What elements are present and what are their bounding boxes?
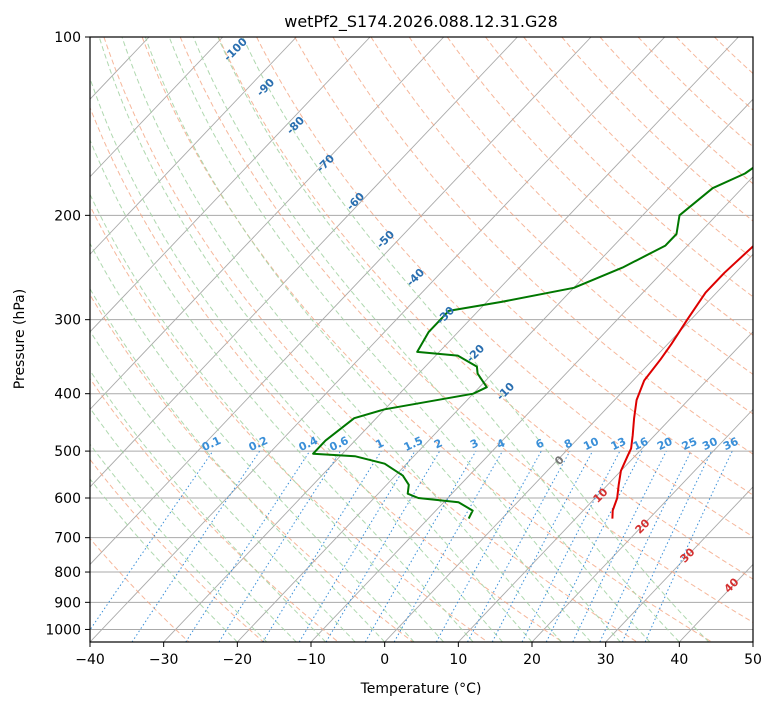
moist-adiabat-line bbox=[90, 76, 503, 642]
isotherm-line bbox=[90, 37, 224, 178]
moist-adiabat-line bbox=[90, 443, 268, 642]
moist-adiabat-line bbox=[90, 369, 327, 642]
mixing-ratio-line bbox=[262, 450, 382, 642]
y-tick-label: 800 bbox=[54, 565, 81, 581]
plot-frame bbox=[89, 36, 754, 643]
isotherm-line bbox=[90, 37, 666, 642]
x-tick-label: 10 bbox=[449, 652, 467, 668]
dry-adiabat-line bbox=[294, 37, 753, 496]
mixing-ratio-line bbox=[185, 450, 311, 642]
dry-adiabat-line bbox=[446, 37, 753, 336]
dry-adiabat-line bbox=[408, 37, 753, 375]
y-tick-label: 200 bbox=[54, 208, 81, 224]
x-tick-label: 20 bbox=[523, 652, 541, 668]
mixing-ratio-line bbox=[218, 450, 341, 642]
plot-area bbox=[90, 37, 753, 642]
moist-adiabat-line bbox=[192, 37, 651, 642]
x-tick-label: −20 bbox=[223, 652, 253, 668]
mixing-ratio-label: 10 bbox=[581, 435, 601, 453]
mixing-ratio-line bbox=[435, 450, 542, 642]
isotherm-line bbox=[384, 253, 753, 642]
mixing-ratio-label: 25 bbox=[680, 435, 699, 453]
axis-ticks: −40 −30 −20 −10 0 10 20 30 40 50 100 200 300 400 500 60… bbox=[45, 30, 762, 668]
isotherm-line bbox=[458, 331, 753, 642]
moist-adiabat-line bbox=[90, 329, 356, 642]
x-tick-label: −40 bbox=[75, 652, 105, 668]
y-tick-label: 400 bbox=[54, 387, 81, 403]
x-axis-label: Temperature (°C) bbox=[360, 681, 482, 697]
isotherm-line bbox=[163, 37, 739, 642]
moist-adiabat-line bbox=[90, 242, 415, 642]
moist-adiabat-line bbox=[168, 37, 621, 642]
mixing-ratio-line bbox=[131, 450, 261, 642]
mixing-ratio-line bbox=[90, 450, 214, 631]
dry-adiabat-line bbox=[332, 37, 753, 455]
dry-adiabat-line bbox=[90, 106, 563, 642]
mixing-ratio-line bbox=[298, 450, 416, 642]
y-tick-label: 600 bbox=[54, 491, 81, 507]
x-tick-label: 50 bbox=[744, 652, 762, 668]
moist-adiabat-line bbox=[98, 37, 533, 642]
mixing-ratio-line bbox=[644, 450, 733, 642]
isotherm-line bbox=[237, 98, 753, 642]
x-tick-label: 30 bbox=[597, 652, 615, 668]
mixing-ratio-line bbox=[467, 450, 571, 642]
isotherm-line bbox=[531, 408, 753, 642]
dry-adiabat-line bbox=[370, 37, 753, 415]
x-tick-label: −30 bbox=[149, 652, 179, 668]
background-lines bbox=[90, 37, 753, 642]
temperature-line bbox=[611, 244, 753, 519]
y-tick-label: 900 bbox=[54, 595, 81, 611]
mixing-ratio-line bbox=[545, 450, 643, 642]
dewpoint-line bbox=[312, 166, 753, 520]
mixing-ratio-label: 20 bbox=[655, 435, 675, 453]
dry-adiabat-line bbox=[217, 37, 753, 580]
moist-adiabat-line bbox=[144, 37, 592, 642]
y-tick-label: 500 bbox=[54, 444, 81, 460]
mixing-ratio-label: 36 bbox=[721, 435, 741, 453]
moist-adiabat-line bbox=[90, 138, 474, 642]
dry-adiabat-line bbox=[90, 293, 414, 642]
moist-adiabat-line bbox=[121, 37, 562, 642]
dry-adiabat-line bbox=[179, 37, 753, 623]
mixing-ratio-label: 16 bbox=[631, 435, 651, 453]
profile-lines bbox=[312, 166, 753, 520]
x-tick-label: −10 bbox=[296, 652, 326, 668]
y-tick-label: 700 bbox=[54, 531, 81, 547]
mixing-ratio-label: 13 bbox=[609, 435, 628, 453]
moist-adiabat-line bbox=[90, 193, 444, 642]
moist-adiabat-line bbox=[217, 37, 680, 642]
dry-adiabat-line bbox=[90, 204, 488, 642]
dry-adiabat-line bbox=[141, 37, 712, 642]
y-tick-label: 1000 bbox=[45, 622, 81, 638]
x-tick-label: 0 bbox=[380, 652, 389, 668]
mixing-ratio-label: 30 bbox=[700, 435, 720, 453]
isotherm-line bbox=[90, 37, 297, 255]
dry-adiabat-line bbox=[637, 37, 753, 148]
isotherm-line bbox=[605, 486, 753, 642]
isotherm-line bbox=[90, 37, 371, 333]
moist-adiabat-line bbox=[90, 407, 297, 642]
x-tick-label: 40 bbox=[670, 652, 688, 668]
isotherm-line bbox=[90, 37, 445, 411]
y-tick-label: 300 bbox=[54, 313, 81, 329]
dry-adiabat-line bbox=[485, 37, 753, 298]
dry-adiabat-line bbox=[561, 37, 753, 222]
isotherm-line bbox=[90, 37, 592, 566]
y-tick-label: 100 bbox=[54, 30, 81, 46]
dry-adiabat-line bbox=[90, 458, 264, 642]
dry-adiabat-line bbox=[256, 37, 753, 538]
mixing-ratio-line bbox=[572, 450, 667, 642]
moist-adiabat-line bbox=[90, 478, 238, 642]
chart-title: wetPf2_S174.2026.088.12.31.G28 bbox=[284, 12, 558, 32]
moist-adiabat-line bbox=[90, 287, 386, 642]
isotherm-line bbox=[90, 37, 518, 488]
y-axis-label: Pressure (hPa) bbox=[12, 289, 28, 389]
moist-adiabat-line bbox=[242, 37, 710, 642]
mixing-ratio-line bbox=[393, 450, 503, 642]
